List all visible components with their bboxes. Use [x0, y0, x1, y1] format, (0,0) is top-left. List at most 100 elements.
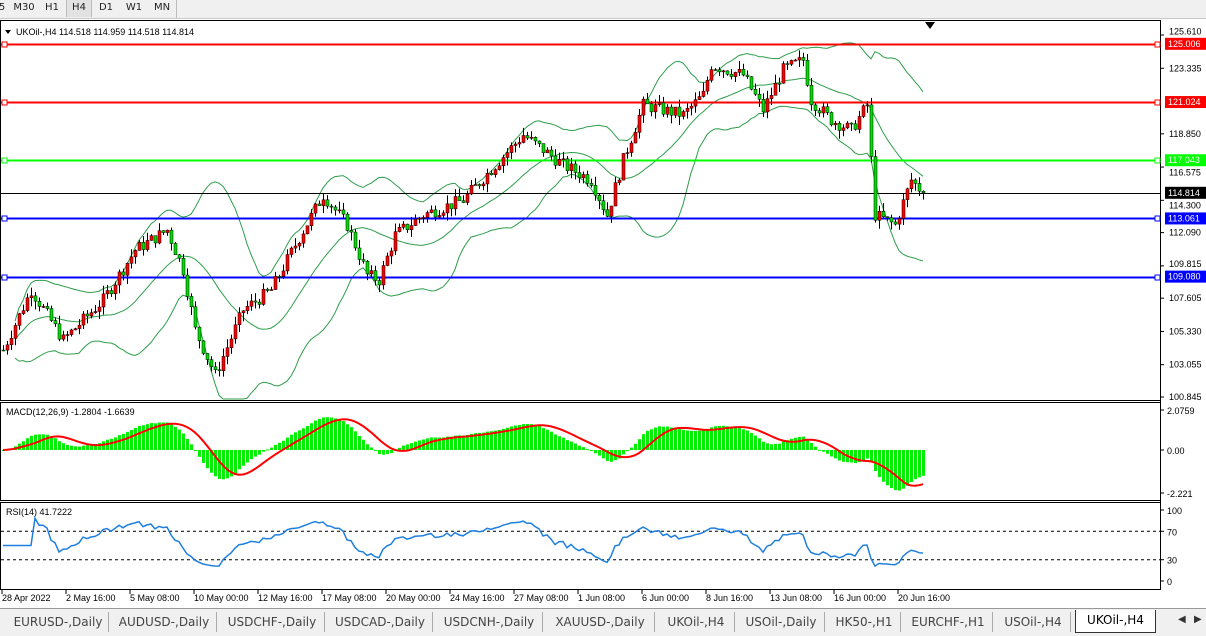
- chart-shift-marker-icon[interactable]: [925, 22, 935, 29]
- candle-body: [565, 158, 570, 171]
- candle-body: [569, 163, 574, 171]
- macd-histogram-bar: [754, 435, 757, 450]
- price-tick-label: 109.815: [1169, 259, 1202, 269]
- candle-body: [817, 110, 822, 114]
- candle-body: [801, 57, 806, 61]
- macd-histogram-bar: [886, 450, 889, 486]
- macd-histogram-bar: [174, 426, 177, 450]
- timeframe-m30[interactable]: M30: [13, 2, 35, 13]
- timeframe-h1[interactable]: H1: [45, 2, 59, 13]
- macd-histogram-bar: [894, 450, 897, 491]
- candle-body: [425, 212, 430, 218]
- tab-xauusd-daily[interactable]: XAUUSD-,Daily: [546, 612, 655, 632]
- macd-histogram-bar: [258, 450, 261, 455]
- time-tick-label: 6 Jun 00:00: [642, 593, 689, 603]
- candle-body: [909, 179, 914, 189]
- time-tick-label: 28 Apr 2022: [2, 593, 51, 603]
- candle-body: [873, 156, 878, 221]
- candle-body: [381, 265, 386, 286]
- candle-body: [837, 123, 842, 131]
- candle-body: [49, 308, 54, 321]
- candle-body: [573, 163, 578, 173]
- macd-histogram-bar: [66, 444, 69, 450]
- macd-histogram-bar: [210, 450, 213, 473]
- candle-body: [501, 157, 506, 167]
- time-tick-label: 17 May 08:00: [322, 593, 377, 603]
- tab-usdchf-daily[interactable]: USDCHF-,Daily: [220, 612, 325, 632]
- candle-body: [405, 223, 410, 231]
- tab-usdcad-daily[interactable]: USDCAD-,Daily: [328, 612, 433, 632]
- candle-body: [761, 98, 766, 113]
- candle-body: [913, 179, 918, 184]
- macd-histogram-bar: [86, 445, 89, 450]
- price-tick-label: 123.335: [1169, 63, 1202, 73]
- level-anchor-handle: [1154, 274, 1161, 281]
- tab-scroll-left-icon[interactable]: ◀: [1178, 614, 1186, 625]
- candle-body: [277, 276, 282, 278]
- tab-ukoil-h4-active[interactable]: UKOil-,H4: [1075, 610, 1156, 633]
- macd-histogram-bar: [90, 444, 93, 450]
- candle-body: [41, 306, 46, 308]
- candle-body: [541, 143, 546, 154]
- tab-eurusd-daily[interactable]: EURUSD-,Daily: [8, 612, 109, 632]
- macd-histogram-bar: [474, 433, 477, 450]
- price-tick-label: 100.845: [1169, 392, 1202, 402]
- macd-histogram-bar: [738, 428, 741, 450]
- macd-histogram-bar: [838, 450, 841, 461]
- tab-usoil-daily[interactable]: USOil-,Daily: [738, 612, 825, 632]
- macd-histogram-bar: [306, 425, 309, 450]
- macd-histogram-bar: [854, 450, 857, 464]
- candle-body: [889, 217, 894, 223]
- candle-body: [117, 271, 122, 286]
- macd-histogram-bar: [862, 450, 865, 461]
- candle-body: [493, 169, 498, 175]
- candle-body: [757, 93, 762, 100]
- bollinger-lower-band: [14, 105, 924, 400]
- macd-histogram-bar: [870, 450, 873, 463]
- timeframe-d1[interactable]: D1: [98, 2, 114, 13]
- macd-histogram-bar: [70, 445, 73, 450]
- macd-histogram-bar: [650, 429, 653, 450]
- candle-body: [257, 301, 262, 305]
- candle-body: [789, 60, 794, 65]
- price-tick-label: 118.850: [1169, 129, 1201, 139]
- candle-body: [249, 300, 254, 307]
- candle-body: [813, 104, 818, 111]
- tab-hk50-h1[interactable]: HK50-,H1: [828, 612, 901, 632]
- candle-body: [1, 349, 6, 352]
- macd-histogram-bar: [282, 440, 285, 450]
- macd-histogram-bar: [138, 425, 141, 450]
- candle-body: [361, 259, 366, 262]
- candle-body: [885, 216, 890, 218]
- tab-usdcnh-daily[interactable]: USDCNH-,Daily: [436, 612, 543, 632]
- candle-body: [489, 173, 494, 175]
- macd-histogram-bar: [406, 444, 409, 450]
- tab-usoil-h4[interactable]: USOil-,H4: [996, 612, 1071, 632]
- rsi-indicator: 100 70 30 0: [1, 506, 1182, 587]
- candle-body: [9, 338, 14, 346]
- chart-canvas[interactable]: 125.006 121.024 117.043 113.061 109.080 114.8…: [0, 0, 1206, 608]
- candle-body: [697, 96, 702, 100]
- timeframe-mn[interactable]: MN: [153, 2, 171, 13]
- candle-body: [17, 313, 22, 326]
- price-level-label: 117.043: [1168, 155, 1200, 165]
- timeframe-h4[interactable]: H4: [66, 0, 92, 17]
- tab-audusd-daily[interactable]: AUDUSD-,Daily: [112, 612, 217, 632]
- candle-body: [665, 106, 670, 115]
- timeframe-m5[interactable]: 5: [0, 2, 6, 13]
- timeframe-w1[interactable]: W1: [125, 2, 143, 13]
- time-tick-label: 20 May 00:00: [386, 593, 441, 603]
- tab-scroll-right-icon[interactable]: ▶: [1194, 614, 1202, 625]
- tab-ukoil-h4[interactable]: UKOil-,H4: [658, 612, 735, 632]
- macd-histogram-bar: [830, 450, 833, 457]
- dropdown-triangle-icon[interactable]: [5, 30, 11, 34]
- tab-eurchf-h1[interactable]: EURCHF-,H1: [904, 612, 993, 632]
- candle-body: [785, 63, 790, 65]
- candle-body: [809, 85, 814, 106]
- price-tick-label: 112.090: [1169, 228, 1201, 238]
- candle-body: [473, 184, 478, 186]
- candle-body: [153, 235, 158, 244]
- macd-histogram-bar: [574, 443, 577, 450]
- macd-histogram-bar: [182, 433, 185, 450]
- candle-body: [893, 221, 898, 225]
